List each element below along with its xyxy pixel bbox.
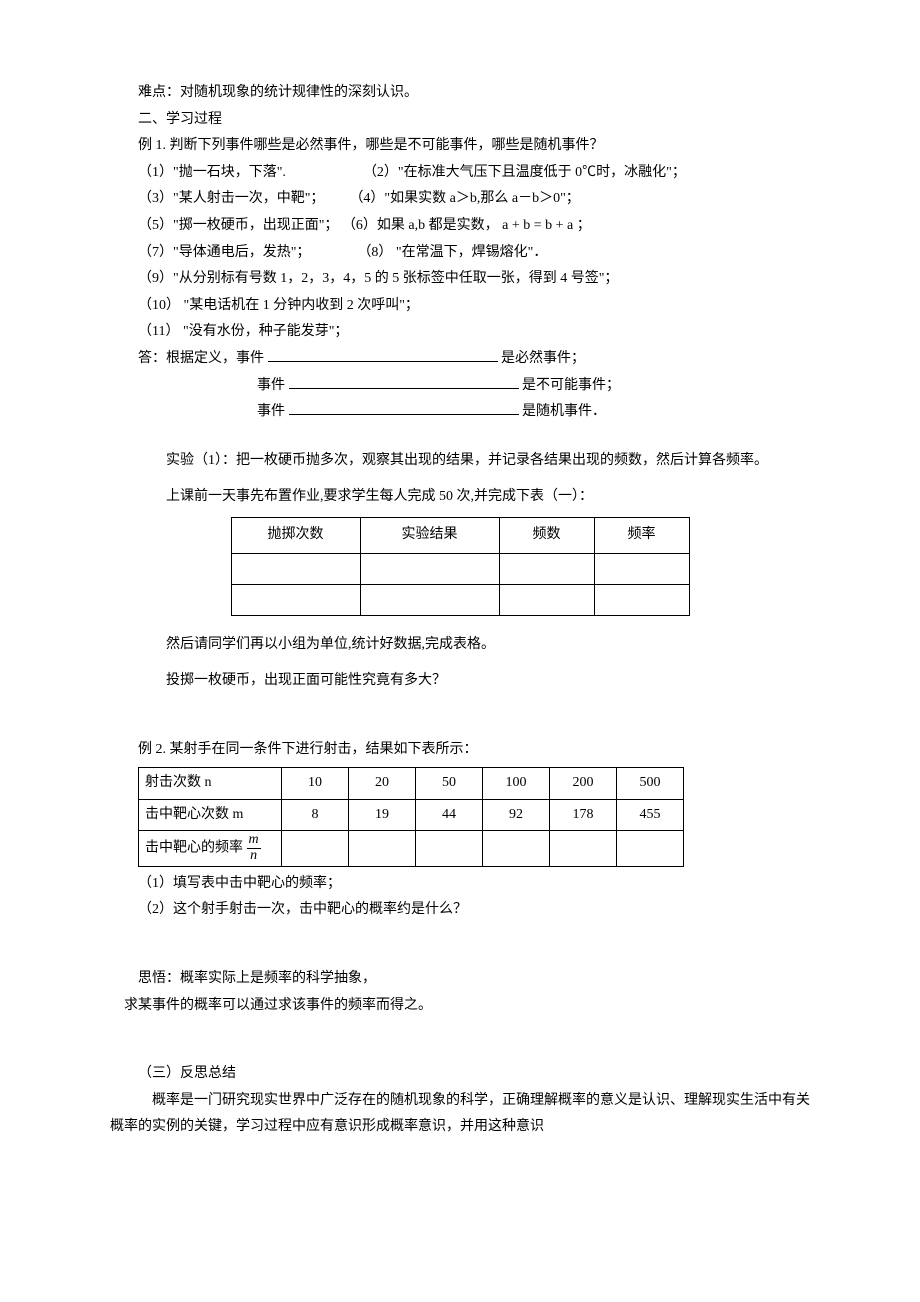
table-cell: 100 (483, 768, 550, 800)
ex1-item-7: （7）"导体通电后，发热"； (138, 245, 310, 260)
table-cell: 50 (416, 768, 483, 800)
ex1-ans-tail: 是必然事件； (501, 351, 585, 366)
ex1-item-8: （8） "在常温下，焊锡熔化"． (357, 245, 547, 260)
ex1-ans-lead: 事件 (257, 378, 285, 393)
table-cell: 44 (416, 799, 483, 831)
difficulty-text: 难点：对随机现象的统计规律性的深刻认识。 (110, 80, 810, 107)
ex1-row: （1）"抛一石块，下落". （2）"在标准大气压下且温度低于 0℃时，冰融化"； (110, 160, 810, 187)
col-header: 实验结果 (360, 517, 499, 553)
ex2-title: 例 2. 某射手在同一条件下进行射击，结果如下表所示： (110, 737, 810, 764)
ex1-item-2: （2）"在标准大气压下且温度低于 0℃时，冰融化"； (363, 165, 686, 180)
ex1-item-6: （6）如果 a,b 都是实数， a + b = b + a ； (342, 218, 591, 233)
table-cell[interactable] (416, 831, 483, 866)
table-cell[interactable] (349, 831, 416, 866)
table-row: 抛掷次数 实验结果 频数 频率 (231, 517, 689, 553)
table-cell[interactable] (594, 584, 689, 615)
ex1-item-10: （10） "某电话机在 1 分钟内收到 2 次呼叫"； (110, 293, 810, 320)
table-cell[interactable] (360, 584, 499, 615)
ex1-item-3: （3）"某人射击一次，中靶"； (138, 191, 324, 206)
reflect-heading: （三）反思总结 (110, 1061, 810, 1088)
table-cell[interactable] (483, 831, 550, 866)
ex1-row: （7）"导体通电后，发热"； （8） "在常温下，焊锡熔化"． (110, 240, 810, 267)
table-cell: 8 (282, 799, 349, 831)
table-cell[interactable] (499, 584, 594, 615)
section-heading: 二、学习过程 (110, 107, 810, 134)
ex2-q1: （1）填写表中击中靶心的频率； (110, 871, 810, 898)
table-cell: 10 (282, 768, 349, 800)
experiment1-table: 抛掷次数 实验结果 频数 频率 (231, 517, 690, 616)
table-cell[interactable] (282, 831, 349, 866)
col-header: 频数 (499, 517, 594, 553)
table-cell: 19 (349, 799, 416, 831)
reflect-body: 概率是一门研究现实世界中广泛存在的随机现象的科学，正确理解概率的意义是认识、理解… (110, 1088, 810, 1141)
table-cell: 455 (617, 799, 684, 831)
table-cell[interactable] (231, 584, 360, 615)
ex1-ans-lead: 答：根据定义，事件 (138, 351, 268, 366)
table-cell[interactable] (594, 553, 689, 584)
tip-line2: 求某事件的概率可以通过求该事件的频率而得之。 (110, 993, 810, 1020)
blank-field[interactable] (268, 347, 498, 362)
table-cell[interactable] (360, 553, 499, 584)
table-row: 击中靶心次数 m 8 19 44 92 178 455 (139, 799, 684, 831)
ex1-item-11: （11） "没有水份，种子能发芽"； (110, 319, 810, 346)
table-cell[interactable] (550, 831, 617, 866)
ex1-ans-tail: 是随机事件． (522, 404, 606, 419)
table-cell[interactable] (231, 553, 360, 584)
col-header: 频率 (594, 517, 689, 553)
table-cell: 500 (617, 768, 684, 800)
ex1-row: （3）"某人射击一次，中靶"； （4）"如果实数 a＞b,那么 a－b＞0"； (110, 186, 810, 213)
ex1-item-5: （5）"掷一枚硬币，出现正面"； (138, 218, 338, 233)
experiment1-group: 然后请同学们再以小组为单位,统计好数据,完成表格。 (110, 632, 810, 659)
table-cell[interactable] (499, 553, 594, 584)
ex1-ans-tail: 是不可能事件； (522, 378, 620, 393)
table-row: 击中靶心的频率 mn (139, 831, 684, 866)
ex1-title: 例 1. 判断下列事件哪些是必然事件，哪些是不可能事件，哪些是随机事件？ (110, 133, 810, 160)
row-label-text: 击中靶心的频率 (145, 841, 247, 856)
row-label: 击中靶心次数 m (139, 799, 282, 831)
table-cell: 178 (550, 799, 617, 831)
ex1-ans-lead: 事件 (257, 404, 285, 419)
table-cell: 92 (483, 799, 550, 831)
ex2-q2: （2）这个射手射击一次，击中靶心的概率约是什么？ (110, 897, 810, 924)
fraction-m-over-n: mn (247, 833, 261, 863)
experiment1-question: 投掷一枚硬币，出现正面可能性究竟有多大？ (110, 668, 810, 695)
ex1-item-1: （1）"抛一石块，下落". (138, 165, 286, 180)
ex1-answer-row: 事件 是随机事件． (110, 399, 810, 426)
ex1-row: （5）"掷一枚硬币，出现正面"； （6）如果 a,b 都是实数， a + b =… (110, 213, 810, 240)
ex1-item-9: （9）"从分别标有号数 1，2，3，4，5 的 5 张标签中任取一张，得到 4 … (110, 266, 810, 293)
row-label: 击中靶心的频率 mn (139, 831, 282, 866)
table-cell[interactable] (617, 831, 684, 866)
col-header: 抛掷次数 (231, 517, 360, 553)
table-row (231, 584, 689, 615)
table-row (231, 553, 689, 584)
table-row: 射击次数 n 10 20 50 100 200 500 (139, 768, 684, 800)
blank-field[interactable] (289, 400, 519, 415)
tip-line1: 思悟：概率实际上是频率的科学抽象， (110, 966, 810, 993)
ex1-item-4: （4）"如果实数 a＞b,那么 a－b＞0"； (349, 191, 579, 206)
experiment1-homework: 上课前一天事先布置作业,要求学生每人完成 50 次,并完成下表（一）： (110, 484, 810, 511)
table-cell: 200 (550, 768, 617, 800)
ex1-answer-row: 答：根据定义，事件 是必然事件； (110, 346, 810, 373)
ex1-answer-row: 事件 是不可能事件； (110, 373, 810, 400)
row-label: 射击次数 n (139, 768, 282, 800)
experiment1-desc: 实验（1）：把一枚硬币抛多次，观察其出现的结果，并记录各结果出现的频数，然后计算… (110, 448, 810, 475)
ex2-table: 射击次数 n 10 20 50 100 200 500 击中靶心次数 m 8 1… (138, 767, 684, 867)
blank-field[interactable] (289, 374, 519, 389)
table-cell: 20 (349, 768, 416, 800)
